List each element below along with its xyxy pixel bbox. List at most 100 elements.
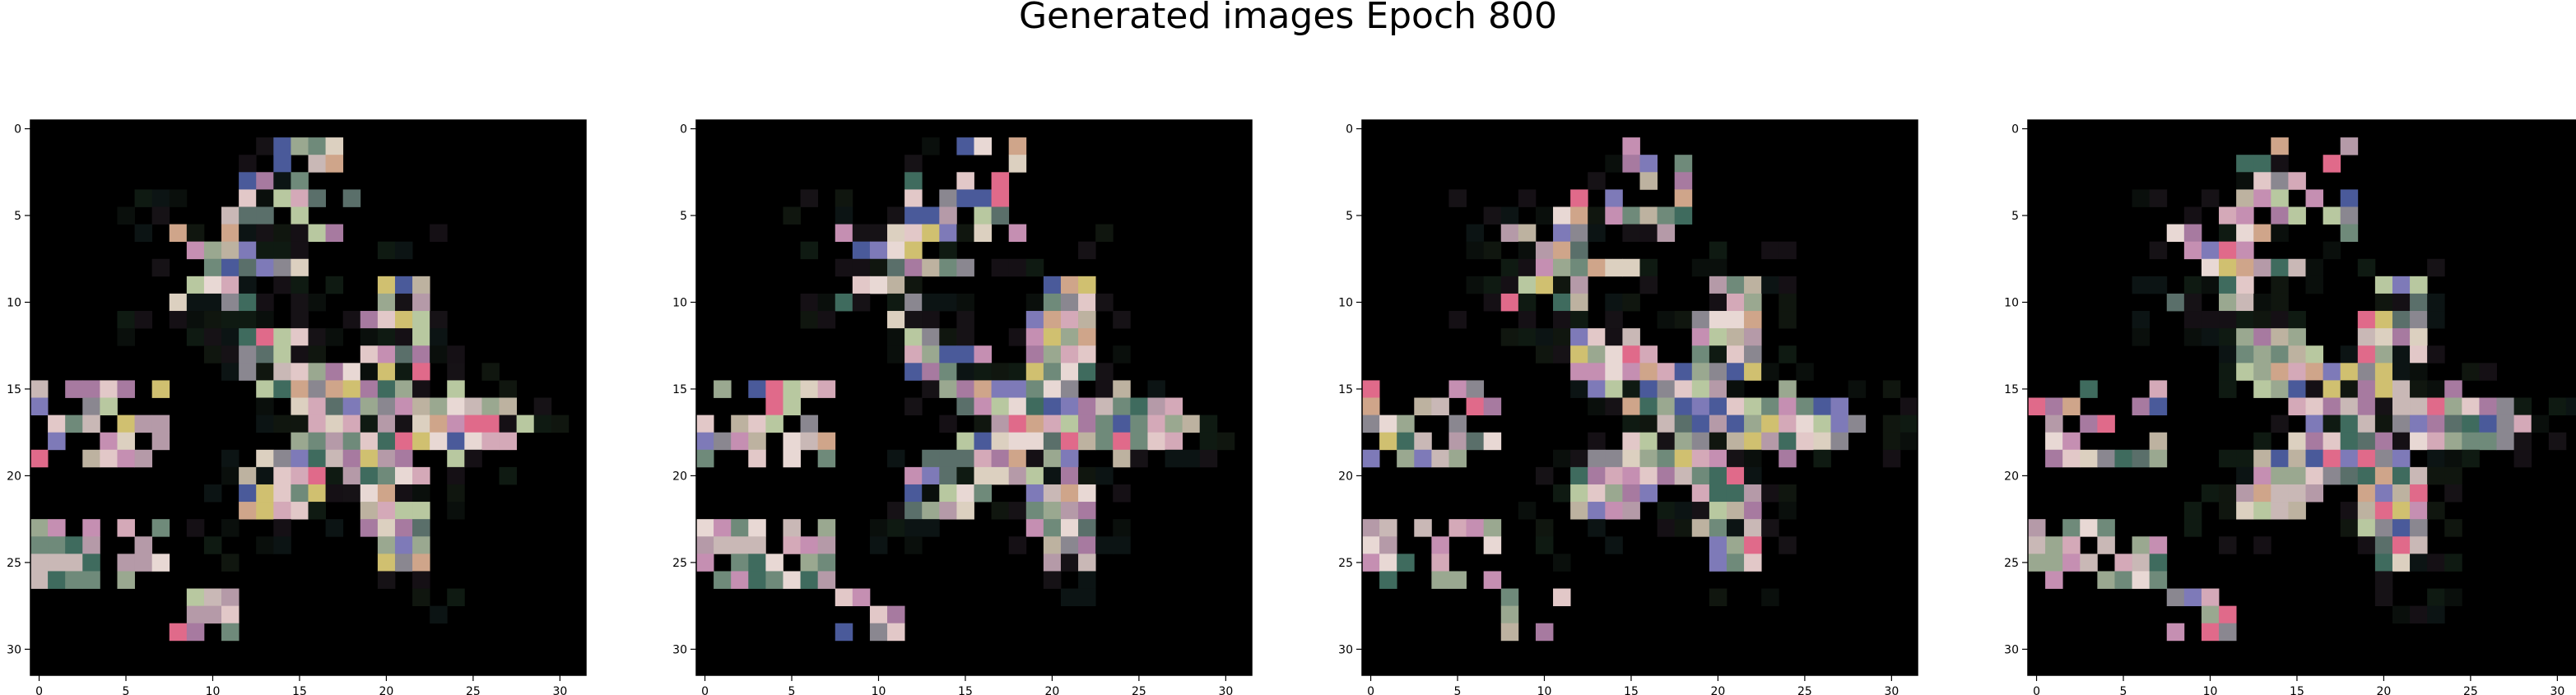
image-pixel — [2271, 345, 2289, 364]
image-pixel — [2427, 258, 2445, 277]
image-pixel — [82, 449, 100, 468]
image-pixel — [1518, 258, 1537, 277]
image-pixel — [1830, 397, 1849, 415]
image-pixel — [2219, 449, 2237, 468]
image-pixel — [2097, 536, 2115, 554]
image-pixel — [394, 293, 413, 312]
image-pixel — [731, 519, 749, 537]
image-pixel — [256, 293, 274, 312]
image-pixel — [151, 432, 170, 451]
axes-frame — [1361, 119, 1918, 676]
image-pixel — [1899, 432, 1918, 451]
image-pixel — [481, 363, 500, 381]
image-pixel — [2427, 466, 2445, 485]
image-pixel — [2271, 206, 2289, 225]
image-pixel — [342, 466, 361, 485]
image-pixel — [256, 502, 274, 520]
image-pixel — [1078, 571, 1096, 589]
image-pixel — [1553, 345, 1571, 364]
image-pixel — [1709, 328, 1727, 346]
image-pixel — [1779, 345, 1797, 364]
image-pixel — [904, 258, 923, 277]
image-pixel — [1095, 432, 1114, 451]
image-pixel — [2374, 293, 2393, 312]
image-pixel — [2444, 432, 2462, 451]
image-pixel — [1726, 328, 1745, 346]
image-pixel — [2201, 623, 2220, 642]
image-pixel — [1397, 432, 1415, 451]
image-pixel — [308, 415, 326, 433]
image-pixel — [939, 380, 957, 398]
image-pixel — [2374, 519, 2393, 537]
image-pixel — [1113, 397, 1131, 415]
image-pixel — [1622, 502, 1640, 520]
image-pixel — [186, 311, 205, 329]
image-pixel — [48, 571, 66, 589]
image-pixel — [2132, 554, 2151, 572]
image-pixel — [256, 206, 274, 225]
image-pixel — [291, 432, 309, 451]
image-pixel — [939, 415, 957, 433]
axes-frame — [2027, 119, 2576, 676]
image-pixel — [2236, 293, 2254, 312]
image-pixel — [186, 276, 205, 294]
image-pixel — [1570, 345, 1588, 364]
image-pixel — [221, 311, 239, 329]
image-pixel — [2183, 502, 2202, 520]
image-pixel — [221, 519, 239, 537]
image-pixel — [394, 466, 413, 485]
image-pixel — [1570, 206, 1588, 225]
image-pixel — [1518, 189, 1537, 207]
image-pixel — [1008, 502, 1027, 520]
image-pixel — [65, 415, 83, 433]
y-tick-label: 25 — [7, 557, 21, 570]
image-pixel — [256, 449, 274, 468]
image-pixel — [1025, 258, 1044, 277]
image-pixel — [800, 432, 819, 451]
image-pixel — [2114, 449, 2132, 468]
image-pixel — [100, 380, 118, 398]
x-tick-label: 0 — [701, 685, 709, 695]
image-pixel — [2149, 554, 2168, 572]
image-pixel — [904, 293, 923, 312]
image-pixel — [30, 536, 49, 554]
image-pixel — [2236, 466, 2254, 485]
image-pixel — [1744, 449, 1762, 468]
image-pixel — [904, 536, 923, 554]
image-pixel — [1095, 466, 1114, 485]
image-pixel — [1362, 536, 1380, 554]
image-pixel — [2271, 380, 2289, 398]
image-pixel — [239, 363, 257, 381]
image-pixel — [991, 189, 1010, 207]
image-pixel — [2374, 502, 2393, 520]
image-pixel — [342, 449, 361, 468]
image-pixel — [48, 415, 66, 433]
image-pixel — [239, 172, 257, 190]
image-pixel — [1657, 380, 1676, 398]
image-pixel — [2114, 554, 2132, 572]
image-pixel — [1553, 588, 1571, 607]
image-pixel — [273, 276, 291, 294]
image-pixel — [852, 293, 871, 312]
image-pixel — [922, 449, 940, 468]
image-pixel — [2132, 276, 2151, 294]
image-pixel — [939, 345, 957, 364]
x-tick-label: 10 — [872, 685, 886, 695]
image-pixel — [904, 466, 923, 485]
image-pixel — [1008, 224, 1027, 243]
image-pixel — [2183, 293, 2202, 312]
image-pixel — [221, 449, 239, 468]
image-pixel — [342, 484, 361, 503]
image-pixel — [2323, 241, 2341, 260]
image-pixel — [869, 536, 888, 554]
image-pixel — [1813, 415, 1831, 433]
image-pixel — [1025, 502, 1044, 520]
image-pixel — [430, 432, 448, 451]
image-pixel — [2271, 449, 2289, 468]
image-pixel — [2132, 449, 2151, 468]
image-pixel — [2357, 415, 2376, 433]
image-pixel — [2166, 588, 2185, 607]
image-pixel — [2357, 397, 2376, 415]
image-pixel — [1588, 345, 1606, 364]
